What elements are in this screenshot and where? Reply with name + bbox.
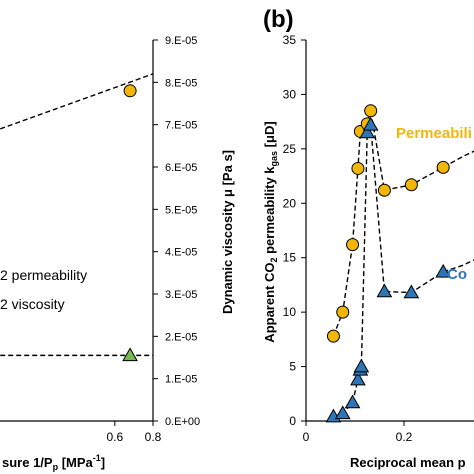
right-y-tick-label: 20 [283, 196, 297, 210]
legend-entry-viscosity: 2 viscosity [0, 296, 65, 312]
right-data-point [376, 283, 393, 298]
right-series [325, 104, 474, 423]
right-data-point [362, 116, 379, 131]
right-y-tick-label: 35 [283, 33, 297, 47]
right-x-axis-label: Reciprocal mean p [350, 455, 466, 470]
left-y2-tick-label: 2.E-05 [165, 331, 197, 343]
right-data-point [353, 358, 370, 373]
right-data-point [377, 183, 391, 197]
series-label-co: Co [447, 266, 467, 283]
right-data-point [404, 178, 418, 192]
left-series [0, 73, 154, 362]
panel-label-b: (b) [263, 6, 294, 33]
left-x-axis-label: sure 1/Pp [MPa-1] [2, 453, 105, 472]
right-y-axis-label: Apparent CO2 permeability kgas [μD] [262, 121, 279, 342]
right-series-line [332, 110, 474, 337]
right-y-tick-label: 30 [283, 87, 297, 101]
right-data-point [344, 394, 361, 409]
left-y2-tick-label: 4.E-05 [165, 247, 197, 259]
left-x-ticks: 0.6 0.8 [106, 421, 162, 444]
right-x-ticks: 0 0.2 [303, 421, 413, 444]
right-data-point [334, 405, 351, 420]
left-data-point [122, 347, 138, 362]
right-data-point [336, 305, 350, 319]
right-data-point [346, 238, 360, 252]
left-series-line [0, 73, 154, 130]
left-x-tick-label: 0.6 [106, 430, 123, 444]
left-y2-tick-label: 3.E-05 [165, 289, 197, 301]
right-y-tick-label: 0 [289, 414, 296, 428]
right-x-tick-label: 0.2 [396, 430, 413, 444]
left-y2-tick-label: 7.E-05 [165, 120, 197, 132]
right-x-tick-label: 0 [303, 430, 310, 444]
left-y2-tick-label: 8.E-05 [165, 77, 197, 89]
left-y2-tick-label: 6.E-05 [165, 162, 197, 174]
left-y2-tick-label: 0.E+00 [165, 416, 200, 428]
left-y2-tick-label: 9.E-05 [165, 35, 197, 47]
right-y-tick-label: 15 [283, 251, 297, 265]
series-label-permeability: Permeabili [396, 125, 472, 142]
right-data-point [403, 284, 420, 299]
left-y2-tick-label: 1.E-05 [165, 374, 197, 386]
left-panel: 0.6 0.8 0.E+00 1.E-05 2.E-05 3.E-05 4.E-05 5.E… [0, 35, 235, 472]
right-data-point [436, 160, 450, 174]
right-data-point [350, 371, 366, 386]
left-data-point [123, 84, 137, 98]
right-data-point [364, 104, 378, 118]
left-y2-ticks: 0.E+00 1.E-05 2.E-05 3.E-05 4.E-05 5.E-05 6.E-… [153, 35, 200, 428]
left-y2-axis-label: Dynamic viscosity μ [Pa s] [220, 150, 235, 314]
right-data-point [326, 329, 340, 343]
right-y-tick-label: 10 [283, 305, 297, 319]
right-data-point [435, 263, 452, 278]
legend-entry-permeability: 2 permeability [0, 267, 87, 283]
right-y-ticks: 0 5 10 15 20 25 30 35 [283, 33, 306, 428]
left-y2-tick-label: 5.E-05 [165, 204, 197, 216]
right-y-tick-label: 25 [283, 142, 297, 156]
left-legend: 2 permeability 2 viscosity [0, 267, 87, 312]
right-y-tick-label: 5 [289, 360, 296, 374]
right-data-point [359, 124, 376, 139]
right-data-point [351, 161, 365, 175]
left-x-tick-label: 0.8 [145, 430, 162, 444]
